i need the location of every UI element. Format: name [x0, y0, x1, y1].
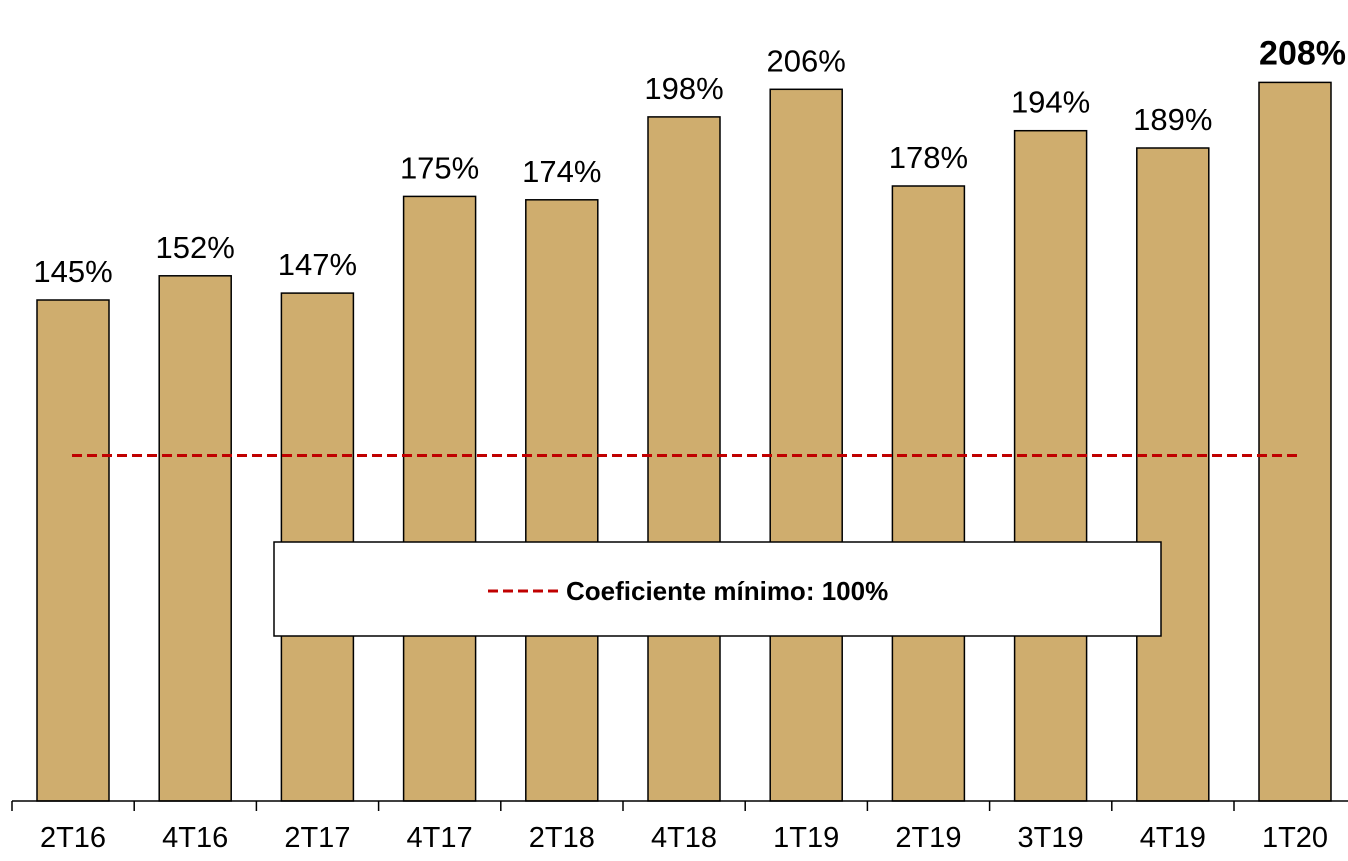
legend-box: [273, 541, 1162, 637]
data-labels-layer: 145% 152% 147% 175% 174% 198% 206% 178% 194% 189%…: [33, 34, 1346, 289]
data-label-2T18: 174%: [522, 154, 601, 189]
data-label-1T19: 206%: [767, 43, 846, 78]
data-label-4T18: 198%: [644, 71, 723, 106]
x-tick-label-4T18: 4T18: [651, 822, 717, 854]
bar-3T19: [1013, 129, 1088, 802]
data-label-4T17: 175%: [400, 150, 479, 185]
legend-label: Coeficiente mínimo: 100%: [566, 576, 888, 606]
bar-2T19: [891, 185, 966, 802]
x-tick-label-4T16: 4T16: [162, 822, 228, 854]
data-label-1T20: 208%: [1259, 34, 1346, 72]
x-tick-label-2T18: 2T18: [529, 822, 595, 854]
x-tick-label-2T16: 2T16: [40, 822, 106, 854]
bar-4T18: [647, 116, 721, 802]
x-tick-label-1T19: 1T19: [773, 822, 839, 854]
bar-4T17: [402, 195, 477, 802]
bar-4T16: [158, 275, 232, 802]
bar-1T19: [769, 88, 843, 802]
data-label-3T19: 194%: [1011, 85, 1090, 120]
data-label-4T16: 152%: [156, 230, 235, 265]
data-label-2T16: 145%: [33, 254, 112, 289]
x-tick-label-1T20: 1T20: [1262, 822, 1328, 854]
x-tick-label-2T17: 2T17: [284, 822, 350, 854]
x-tick-label-4T19: 4T19: [1140, 822, 1206, 854]
bars-layer: [36, 81, 1332, 802]
data-label-2T19: 178%: [889, 140, 968, 175]
bar-2T18: [525, 199, 599, 802]
data-label-2T17: 147%: [278, 247, 357, 282]
x-axis: 2T16 4T16 2T17 4T17 2T18 4T18 1T19 2T19 3T19 4T19…: [11, 800, 1348, 854]
legend: Coeficiente mínimo: 100%: [273, 541, 1162, 637]
x-tick-label-2T19: 2T19: [895, 822, 961, 854]
bar-2T16: [36, 299, 110, 802]
x-tick-label-4T17: 4T17: [407, 822, 473, 854]
bar-4T19: [1136, 147, 1210, 802]
x-tick-label-3T19: 3T19: [1018, 822, 1084, 854]
data-label-4T19: 189%: [1133, 102, 1212, 137]
bar-1T20: [1258, 81, 1332, 802]
